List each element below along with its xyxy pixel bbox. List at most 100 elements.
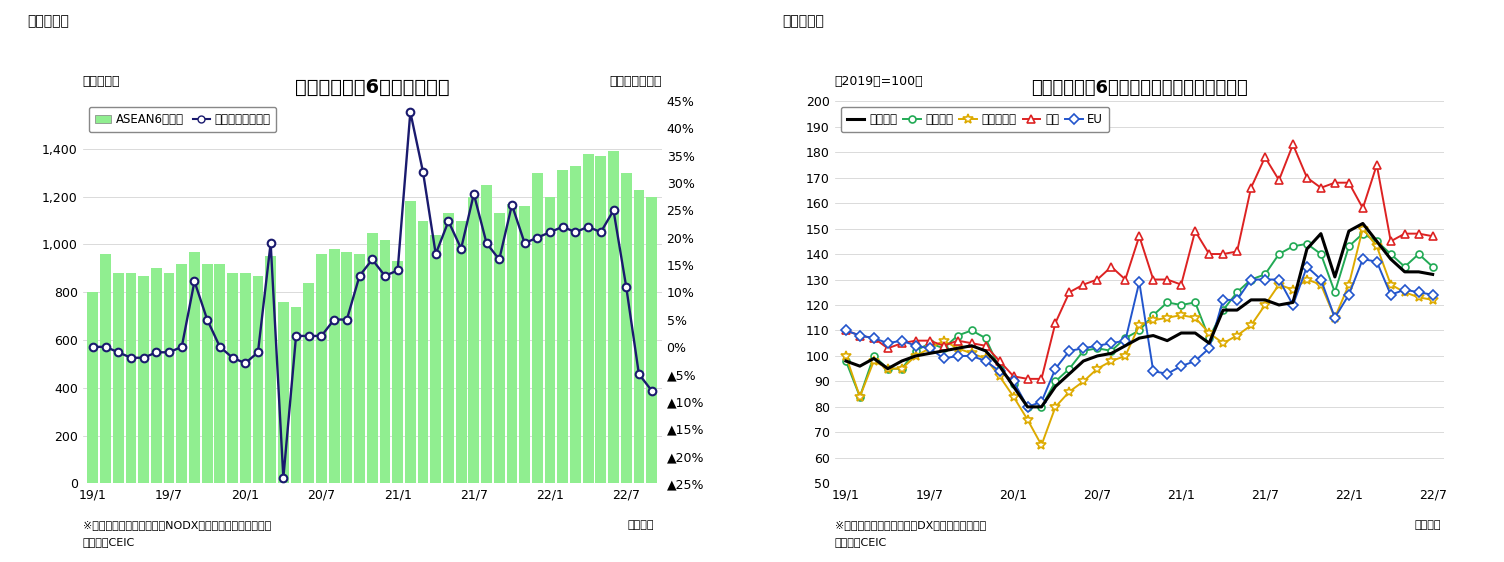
北米 [1269, 177, 1287, 184]
Bar [633, 189, 644, 483]
東南アジア [1032, 442, 1050, 448]
EU [1089, 342, 1107, 349]
Bar [582, 154, 594, 483]
Bar [393, 261, 403, 483]
北米 [1200, 251, 1218, 257]
輸出全体 [1229, 307, 1247, 314]
東アジア [1396, 264, 1414, 270]
輸出全体 [893, 357, 911, 364]
EU [1032, 398, 1050, 405]
東アジア [1382, 251, 1400, 257]
EU [1229, 297, 1247, 303]
Text: （2019年=100）: （2019年=100） [835, 75, 923, 88]
輸出全体 [1102, 350, 1120, 357]
東南アジア [976, 355, 994, 362]
東南アジア [1298, 276, 1316, 283]
東南アジア [949, 345, 967, 352]
EU [907, 342, 925, 349]
Bar [444, 214, 454, 483]
東南アジア [1089, 365, 1107, 372]
東アジア [991, 365, 1009, 372]
Line: EU: EU [842, 256, 1436, 410]
Bar [87, 292, 98, 483]
EU [1102, 340, 1120, 347]
輸出全体 [1354, 220, 1372, 227]
EU [1354, 256, 1372, 262]
Bar [190, 252, 200, 483]
東アジア [934, 345, 952, 352]
Bar [329, 250, 340, 483]
東南アジア [865, 357, 883, 364]
東南アジア [1284, 286, 1302, 293]
輸出全体 [1005, 383, 1023, 390]
Bar [379, 239, 391, 483]
EU [1131, 279, 1149, 285]
輸出全体 [1269, 302, 1287, 309]
北米 [893, 340, 911, 347]
輸出全体 [836, 357, 854, 364]
EU [1005, 378, 1023, 385]
Text: （年月）: （年月） [1414, 520, 1441, 530]
Line: 輸出全体: 輸出全体 [845, 224, 1433, 407]
輸出全体 [1032, 404, 1050, 410]
北米 [934, 342, 952, 349]
東南アジア [1242, 322, 1260, 329]
北米 [1047, 319, 1065, 326]
東南アジア [1187, 314, 1205, 321]
北米 [1382, 238, 1400, 244]
Bar [570, 166, 581, 483]
EU [1145, 368, 1163, 375]
北米 [920, 337, 938, 344]
東アジア [1187, 299, 1205, 306]
北米 [1396, 230, 1414, 237]
Legend: ASEAN6カ国計, 増加率（右目盛）: ASEAN6カ国計, 増加率（右目盛） [89, 107, 277, 132]
輸出全体 [907, 352, 925, 359]
東アジア [1229, 289, 1247, 296]
北米 [1102, 264, 1120, 270]
EU [976, 357, 994, 364]
東アジア [1284, 243, 1302, 250]
東南アジア [920, 345, 938, 352]
EU [1116, 337, 1134, 344]
輸出全体 [976, 347, 994, 354]
輸出全体 [1116, 342, 1134, 349]
Bar [176, 264, 186, 483]
EU [1298, 264, 1316, 270]
EU [1284, 302, 1302, 309]
北米 [878, 345, 896, 352]
北米 [949, 337, 967, 344]
東アジア [1102, 347, 1120, 354]
東アジア [1089, 345, 1107, 352]
輸出全体 [1131, 335, 1149, 342]
Bar [456, 220, 466, 483]
東南アジア [1396, 289, 1414, 296]
北米 [1340, 179, 1358, 186]
北米 [1327, 179, 1345, 186]
北米 [1229, 248, 1247, 255]
東南アジア [1214, 340, 1232, 347]
Line: 北米: 北米 [842, 140, 1436, 383]
Bar [532, 173, 543, 483]
東アジア [1005, 380, 1023, 387]
北米 [1089, 276, 1107, 283]
北米 [1214, 251, 1232, 257]
輸出全体 [934, 347, 952, 354]
東南アジア [1269, 281, 1287, 288]
輸出全体 [991, 362, 1009, 369]
EU [1158, 370, 1176, 377]
EU [1242, 276, 1260, 283]
東アジア [963, 327, 981, 334]
東アジア [1060, 365, 1078, 372]
東アジア [1340, 243, 1358, 250]
Bar [101, 254, 111, 483]
北米 [1018, 375, 1036, 382]
東アジア [1269, 251, 1287, 257]
東アジア [920, 340, 938, 347]
輸出全体 [1396, 269, 1414, 275]
東南アジア [1158, 314, 1176, 321]
輸出全体 [1256, 297, 1274, 303]
Bar [253, 275, 263, 483]
輸出全体 [1424, 271, 1442, 278]
Bar [481, 185, 492, 483]
東アジア [1047, 378, 1065, 385]
